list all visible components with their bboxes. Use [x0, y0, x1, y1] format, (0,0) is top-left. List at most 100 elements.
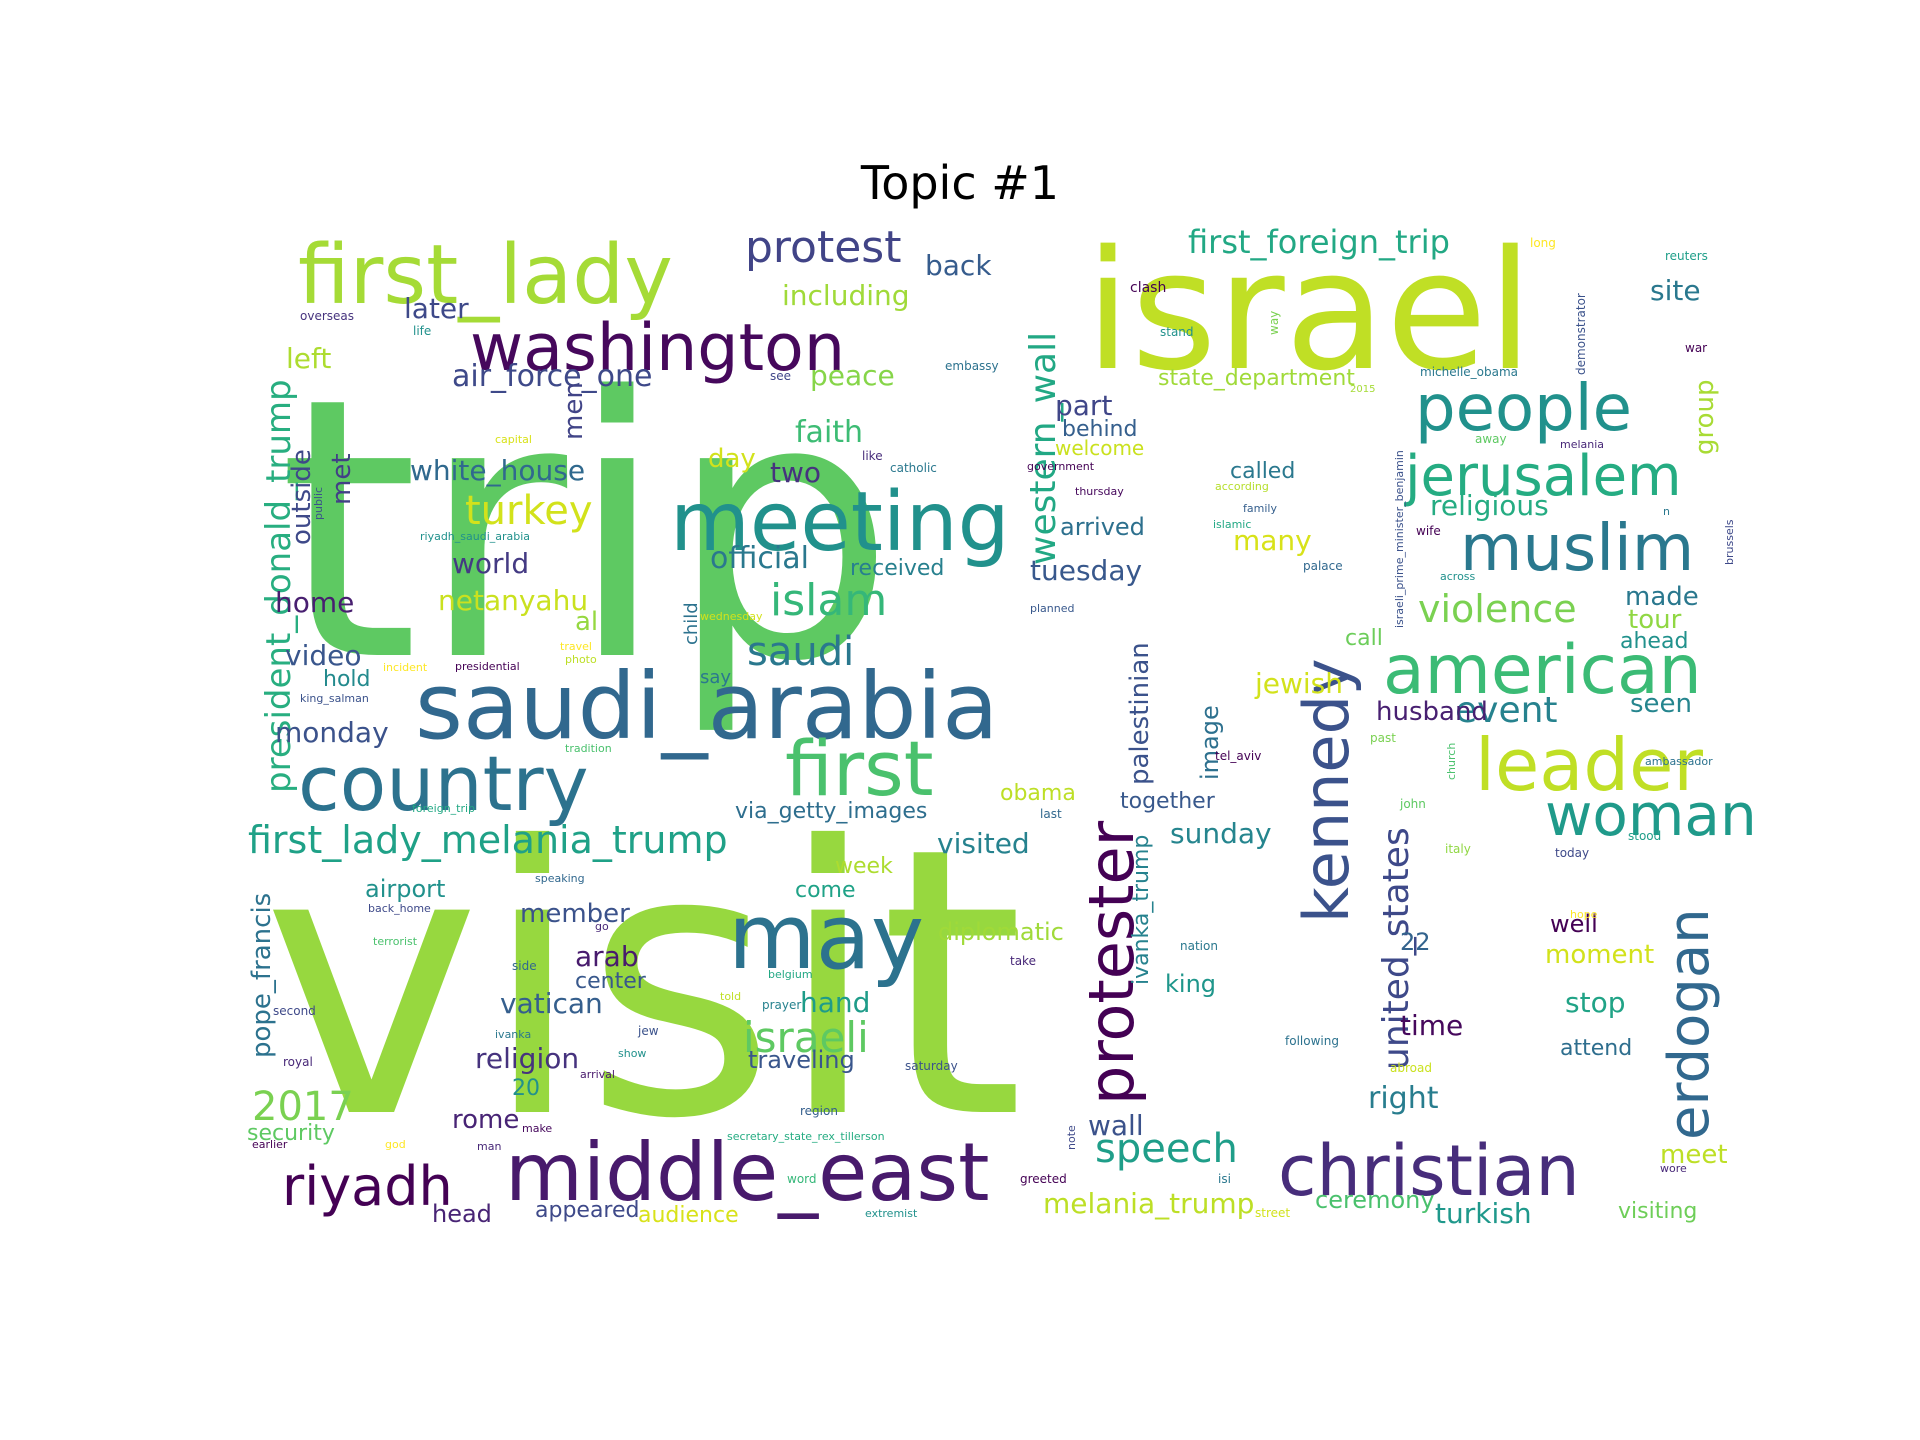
- word-day: day: [708, 444, 756, 474]
- word-religious: religious: [1430, 489, 1549, 522]
- word-time: time: [1400, 1009, 1463, 1042]
- word-kennedy: kennedy: [1290, 658, 1363, 923]
- word-prayer: prayer: [762, 998, 801, 1012]
- word-word: word: [787, 1172, 817, 1186]
- word-video: video: [285, 639, 361, 672]
- word-speaking: speaking: [535, 872, 585, 885]
- word-away: away: [1475, 432, 1507, 446]
- word-earlier: earlier: [252, 1138, 288, 1151]
- word-arab: arab: [575, 940, 639, 973]
- word-extremist: extremist: [865, 1207, 918, 1220]
- word-back-home: back_home: [368, 902, 431, 915]
- word-muslim: muslim: [1460, 512, 1694, 586]
- word-turkey: turkey: [465, 488, 593, 534]
- word-husband: husband: [1376, 697, 1488, 727]
- word-john: john: [1399, 797, 1426, 811]
- word-wore: wore: [1660, 1162, 1687, 1175]
- word-meet: meet: [1660, 1140, 1728, 1170]
- word-brussels: brussels: [1723, 519, 1736, 565]
- word-israel: israel: [1085, 215, 1533, 407]
- word-20: 20: [512, 1076, 540, 1101]
- word-washington: washington: [470, 311, 845, 386]
- word-incident: incident: [383, 661, 428, 674]
- word-n: n: [1663, 505, 1670, 518]
- word-protester: protester: [1075, 820, 1148, 1105]
- word-wednesday: wednesday: [700, 610, 763, 623]
- word-riyadh: riyadh: [282, 1155, 453, 1218]
- word-arrival: arrival: [580, 1068, 615, 1081]
- word-appeared: appeared: [535, 1198, 640, 1223]
- word-diplomatic: diplomatic: [938, 918, 1064, 946]
- word-ivanka: ivanka: [495, 1028, 531, 1041]
- word-jew: jew: [637, 1024, 659, 1038]
- word-see: see: [770, 369, 791, 383]
- word-catholic: catholic: [890, 461, 937, 475]
- word-home: home: [275, 586, 354, 619]
- word-jewish: jewish: [1254, 667, 1343, 700]
- word-secretary-state-rex-tillerson: secretary_state_rex_tillerson: [727, 1130, 885, 1143]
- word-hand: hand: [800, 986, 870, 1019]
- word-jerusalem: jerusalem: [1403, 444, 1682, 509]
- word-part: part: [1055, 389, 1112, 422]
- word-trip: trip: [278, 321, 896, 740]
- word-moment: moment: [1545, 940, 1654, 970]
- word-street: street: [1255, 1206, 1290, 1220]
- word-public: public: [312, 487, 325, 520]
- word-abroad: abroad: [1390, 1061, 1432, 1075]
- word-people: people: [1415, 372, 1632, 446]
- word-peace: peace: [810, 359, 895, 392]
- word-head: head: [432, 1200, 492, 1228]
- word-made: made: [1625, 582, 1699, 612]
- word-american: american: [1383, 631, 1702, 710]
- word-stand: stand: [1160, 325, 1194, 339]
- word-saudi-arabia: saudi_arabia: [415, 653, 999, 760]
- word-including: including: [782, 279, 910, 312]
- word-may: may: [728, 885, 924, 990]
- word-turkish: turkish: [1435, 1197, 1532, 1230]
- word-left: left: [286, 342, 331, 375]
- chart-title: Topic #1: [860, 156, 1060, 210]
- word-foreign-trip: foreign_trip: [412, 802, 475, 815]
- word-way: way: [1267, 311, 1281, 335]
- word-speech: speech: [1095, 1126, 1238, 1172]
- word-tel-aviv: tel_aviv: [1215, 749, 1261, 763]
- word-embassy: embassy: [945, 359, 999, 373]
- word-first-lady-melania-trump: first_lady_melania_trump: [248, 818, 728, 862]
- word-hold: hold: [323, 667, 370, 692]
- word-first-lady: first_lady: [298, 228, 673, 323]
- word-planned: planned: [1030, 602, 1074, 615]
- word-member: member: [520, 899, 630, 929]
- word-come: come: [795, 878, 856, 903]
- word-visit: visit: [262, 770, 1024, 1200]
- word-erdogan: erdogan: [1657, 908, 1722, 1140]
- word-right: right: [1368, 1081, 1439, 1116]
- word-melania: melania: [1560, 438, 1604, 451]
- word-government: government: [1027, 460, 1095, 473]
- word-belgium: belgium: [768, 968, 813, 981]
- word-arrived: arrived: [1060, 513, 1145, 541]
- word-2015: 2015: [1350, 384, 1375, 395]
- word-clash: clash: [1130, 280, 1166, 296]
- word-white-house: white_house: [410, 454, 585, 487]
- word-attend: attend: [1560, 1036, 1632, 1061]
- word-last: last: [1040, 807, 1062, 821]
- word-audience: audience: [638, 1203, 739, 1228]
- word-woman: woman: [1545, 781, 1757, 849]
- word-al: al: [575, 607, 598, 637]
- word-italy: italy: [1445, 842, 1471, 856]
- word-middle-east: middle_east: [505, 1126, 989, 1219]
- word-take: take: [1010, 954, 1036, 968]
- word-like: like: [862, 449, 883, 463]
- word-michelle-obama: michelle_obama: [1420, 365, 1518, 379]
- word-air-force-one: air_force_one: [452, 359, 652, 394]
- word-united-states: united_states: [1376, 827, 1417, 1070]
- word-riyadh-saudi-arabia: riyadh_saudi_arabia: [420, 530, 530, 543]
- word-reuters: reuters: [1665, 249, 1708, 263]
- word-traveling: traveling: [748, 1046, 855, 1074]
- word-israeli-prime-minister-benjamin: israeli_prime_minister_benjamin: [1393, 450, 1406, 628]
- word-according: according: [1215, 480, 1269, 493]
- word-church: church: [1445, 743, 1458, 780]
- word-rome: rome: [452, 1105, 519, 1135]
- word-22: 22: [1400, 928, 1431, 956]
